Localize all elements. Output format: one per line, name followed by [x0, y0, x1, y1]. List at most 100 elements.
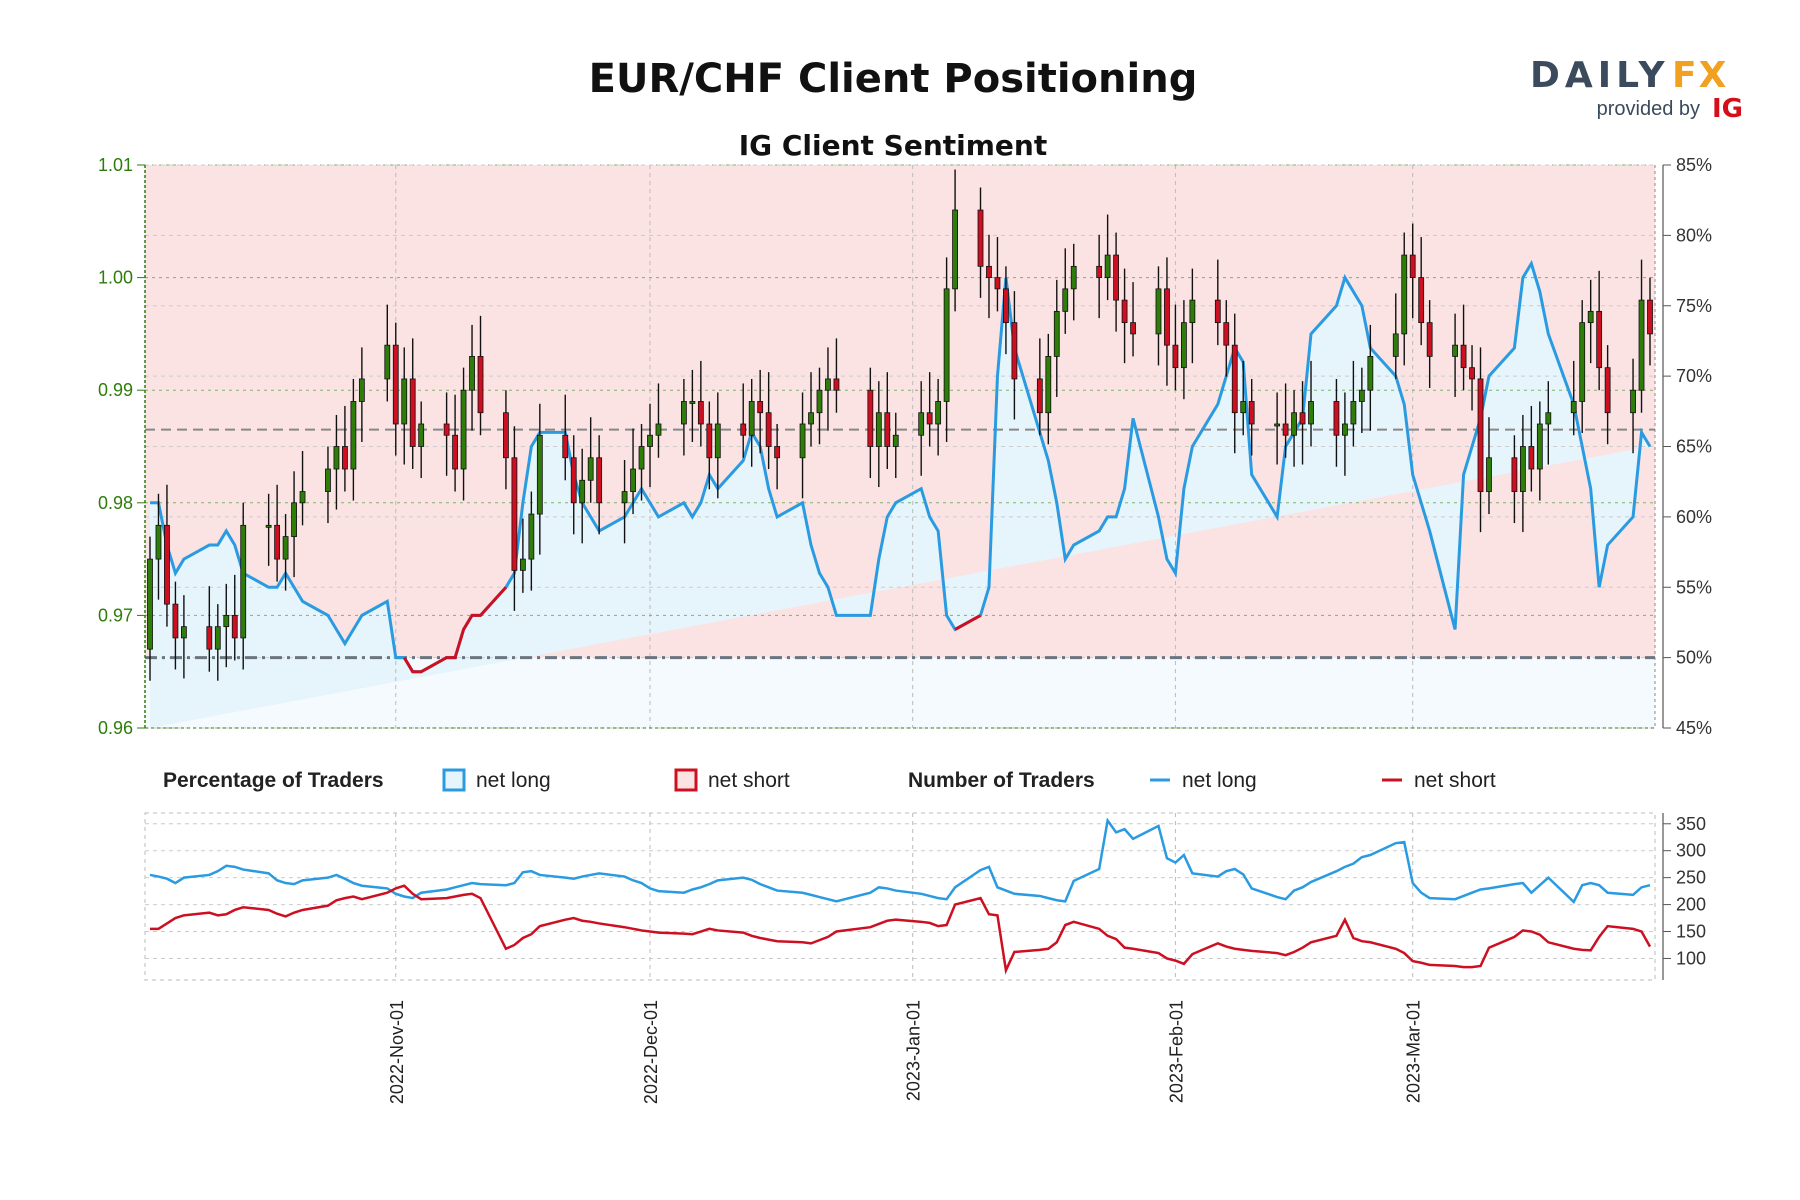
candle-body: [1231, 344, 1238, 414]
candle-body: [1121, 299, 1128, 324]
candle-body: [1401, 254, 1408, 335]
y-left-tick-label: 0.96: [98, 718, 133, 738]
candle-body: [1579, 322, 1586, 402]
candle-body: [1519, 446, 1526, 492]
candle-body: [274, 524, 281, 560]
y-count-tick-label: 250: [1676, 868, 1706, 888]
candle-body: [935, 401, 942, 425]
candle-body: [757, 401, 764, 414]
candle-body: [1536, 423, 1543, 470]
candle-body: [621, 491, 628, 504]
candle-body: [223, 615, 230, 628]
candle-body: [833, 378, 840, 391]
y-left-tick-label: 0.99: [98, 380, 133, 400]
candle-body: [164, 524, 170, 605]
y-right-tick-label: 80%: [1676, 225, 1712, 245]
candle-body: [587, 457, 594, 481]
candle-body: [1003, 288, 1009, 324]
candle-body: [943, 288, 950, 402]
legend-pct-net-long: net long: [476, 769, 551, 792]
candle-body: [503, 412, 509, 459]
candle-body: [511, 457, 518, 571]
candle-body: [147, 558, 153, 650]
candle-body: [1291, 412, 1297, 436]
candle-body: [1308, 401, 1314, 425]
candle-body: [1596, 310, 1603, 369]
sentiment-net-short-segment: [954, 614, 982, 631]
candle-body: [384, 344, 391, 380]
candle-body: [816, 389, 823, 414]
dailyfx-logo: DAILY FX provided by IG: [1530, 55, 1743, 124]
candle-body: [630, 468, 636, 492]
candle-body: [1460, 344, 1467, 369]
candle-body: [214, 626, 221, 650]
candle-body: [1180, 322, 1187, 369]
legend-pct-title: Percentage of Traders: [163, 769, 384, 792]
candle-body: [469, 356, 475, 391]
candle-body: [1511, 457, 1518, 492]
candle-body: [689, 401, 696, 404]
candle-body: [1426, 322, 1433, 357]
candle-body: [1113, 254, 1120, 301]
y-right-tick-label: 75%: [1676, 296, 1712, 316]
candle-body: [1240, 401, 1247, 414]
candle-body: [926, 412, 933, 425]
candle-body: [748, 401, 755, 436]
candle-body: [342, 446, 348, 470]
y-right-tick-label: 60%: [1676, 507, 1712, 527]
candle-body: [452, 434, 458, 470]
candle-body: [1248, 401, 1255, 425]
candle-body: [172, 603, 179, 639]
x-tick-label: 2022-Dec-01: [641, 1000, 661, 1104]
y-right-tick-label: 45%: [1676, 718, 1712, 738]
x-tick-label: 2022-Nov-01: [387, 1000, 407, 1104]
candle-body: [519, 558, 526, 571]
candle-body: [1155, 288, 1162, 335]
candle-body: [155, 524, 162, 560]
chart-subtitle: IG Client Sentiment: [739, 129, 1048, 162]
candle-body: [1604, 367, 1611, 414]
candle-body: [1392, 333, 1399, 357]
candle-body: [918, 412, 925, 436]
candle-body: [892, 434, 899, 447]
candle-body: [1299, 412, 1306, 425]
candle-body: [774, 446, 781, 459]
candle-body: [460, 389, 467, 470]
sentiment-line: [150, 259, 1652, 674]
candle-body: [1528, 446, 1535, 470]
x-axis: 2022-Nov-01 2022-Dec-01 2023-Jan-01 2023-Fe…: [387, 1000, 1424, 1104]
legend: Percentage of Traders net long net short…: [163, 768, 1496, 792]
y-count-tick-label: 150: [1676, 922, 1706, 942]
candle-body: [638, 446, 645, 470]
candle-body: [291, 502, 297, 537]
candle-body: [1223, 322, 1230, 346]
candle-body: [282, 536, 289, 560]
candle-body: [206, 626, 213, 650]
candle-body: [994, 277, 1001, 290]
candle-body: [325, 468, 331, 492]
candle-body: [1333, 401, 1340, 436]
candle-body: [867, 389, 874, 447]
candle-body: [1342, 423, 1348, 436]
legend-pct-net-short: net short: [708, 769, 790, 792]
candle-body: [418, 423, 425, 447]
x-tick-label: 2023-Mar-01: [1404, 1000, 1424, 1103]
y-left-tick-label: 0.98: [98, 493, 133, 513]
legend-num-net-long: net long: [1182, 769, 1257, 792]
logo-provided-by: provided by: [1597, 98, 1700, 120]
candle-body: [1350, 401, 1357, 425]
candle-body: [180, 626, 187, 639]
legend-pct-net-short-swatch: [674, 768, 698, 792]
candle-body: [799, 423, 806, 459]
candle-body: [1104, 254, 1111, 279]
candle-body: [443, 423, 450, 436]
price-sentiment-panel: 0.96 0.97 0.98 0.99 1.00 1.01 45% 50% 55% 60% 65% 7…: [98, 155, 1712, 738]
candle-body: [579, 479, 586, 504]
candle-body: [409, 378, 416, 447]
candle-body: [808, 412, 814, 425]
candle-body: [697, 401, 704, 425]
candle-body: [1214, 299, 1221, 324]
candle-body: [401, 378, 408, 425]
candle-body: [884, 412, 891, 447]
